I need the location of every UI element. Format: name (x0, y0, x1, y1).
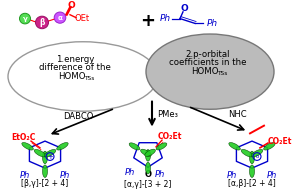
Text: HOMO: HOMO (58, 72, 86, 81)
Text: γ: γ (23, 15, 27, 22)
Ellipse shape (145, 149, 155, 156)
Text: coefficients in the: coefficients in the (169, 58, 247, 67)
Ellipse shape (34, 149, 46, 157)
Ellipse shape (249, 151, 255, 164)
Text: Ph: Ph (159, 14, 170, 23)
Text: Ph: Ph (206, 19, 218, 28)
Text: [β,γ]-[2 + 4]: [β,γ]-[2 + 4] (21, 179, 69, 188)
Text: CO₂Et: CO₂Et (268, 137, 292, 146)
Text: o: o (255, 154, 259, 159)
Text: [α,β]-[2 + 4]: [α,β]-[2 + 4] (228, 179, 276, 188)
Text: O: O (67, 1, 75, 10)
Circle shape (20, 13, 31, 24)
Text: NHC: NHC (228, 110, 247, 119)
Text: Ph: Ph (60, 171, 70, 180)
Ellipse shape (249, 165, 255, 177)
Text: Ph: Ph (125, 168, 135, 177)
Text: difference of the: difference of the (39, 63, 111, 72)
Text: TSs: TSs (217, 71, 227, 76)
Ellipse shape (8, 42, 158, 111)
Ellipse shape (146, 162, 151, 174)
Text: Ph: Ph (155, 170, 165, 179)
Ellipse shape (264, 143, 275, 150)
Text: β: β (39, 18, 45, 27)
Ellipse shape (146, 149, 151, 161)
Text: CO₂Et: CO₂Et (158, 132, 182, 141)
Ellipse shape (146, 34, 274, 109)
Ellipse shape (129, 143, 140, 150)
Ellipse shape (251, 149, 263, 157)
Ellipse shape (57, 143, 68, 150)
Circle shape (36, 16, 48, 29)
Text: O: O (145, 170, 151, 179)
Text: TSs: TSs (84, 76, 94, 81)
Ellipse shape (42, 151, 48, 164)
Ellipse shape (229, 143, 240, 150)
Text: α: α (58, 15, 62, 21)
Circle shape (54, 12, 66, 23)
Text: Ph: Ph (267, 171, 277, 180)
Ellipse shape (44, 149, 56, 157)
Text: HOMO: HOMO (191, 67, 219, 76)
Ellipse shape (22, 143, 33, 150)
Ellipse shape (241, 149, 253, 157)
Text: PMe₃: PMe₃ (157, 110, 178, 119)
Ellipse shape (42, 165, 48, 177)
Text: 1.energy: 1.energy (56, 55, 94, 64)
Ellipse shape (140, 149, 151, 156)
Ellipse shape (156, 143, 167, 150)
Text: +: + (47, 153, 53, 160)
Text: 2.p-orbital: 2.p-orbital (186, 50, 230, 59)
Text: Ph: Ph (20, 171, 30, 180)
Text: OEt: OEt (75, 14, 90, 23)
Text: DABCO: DABCO (63, 112, 93, 122)
Text: +: + (140, 12, 156, 30)
Text: EtO₂C: EtO₂C (11, 133, 35, 142)
Text: Ph: Ph (227, 171, 237, 180)
Text: [α,γ]-[3 + 2]: [α,γ]-[3 + 2] (124, 180, 172, 189)
Text: O: O (180, 5, 188, 13)
